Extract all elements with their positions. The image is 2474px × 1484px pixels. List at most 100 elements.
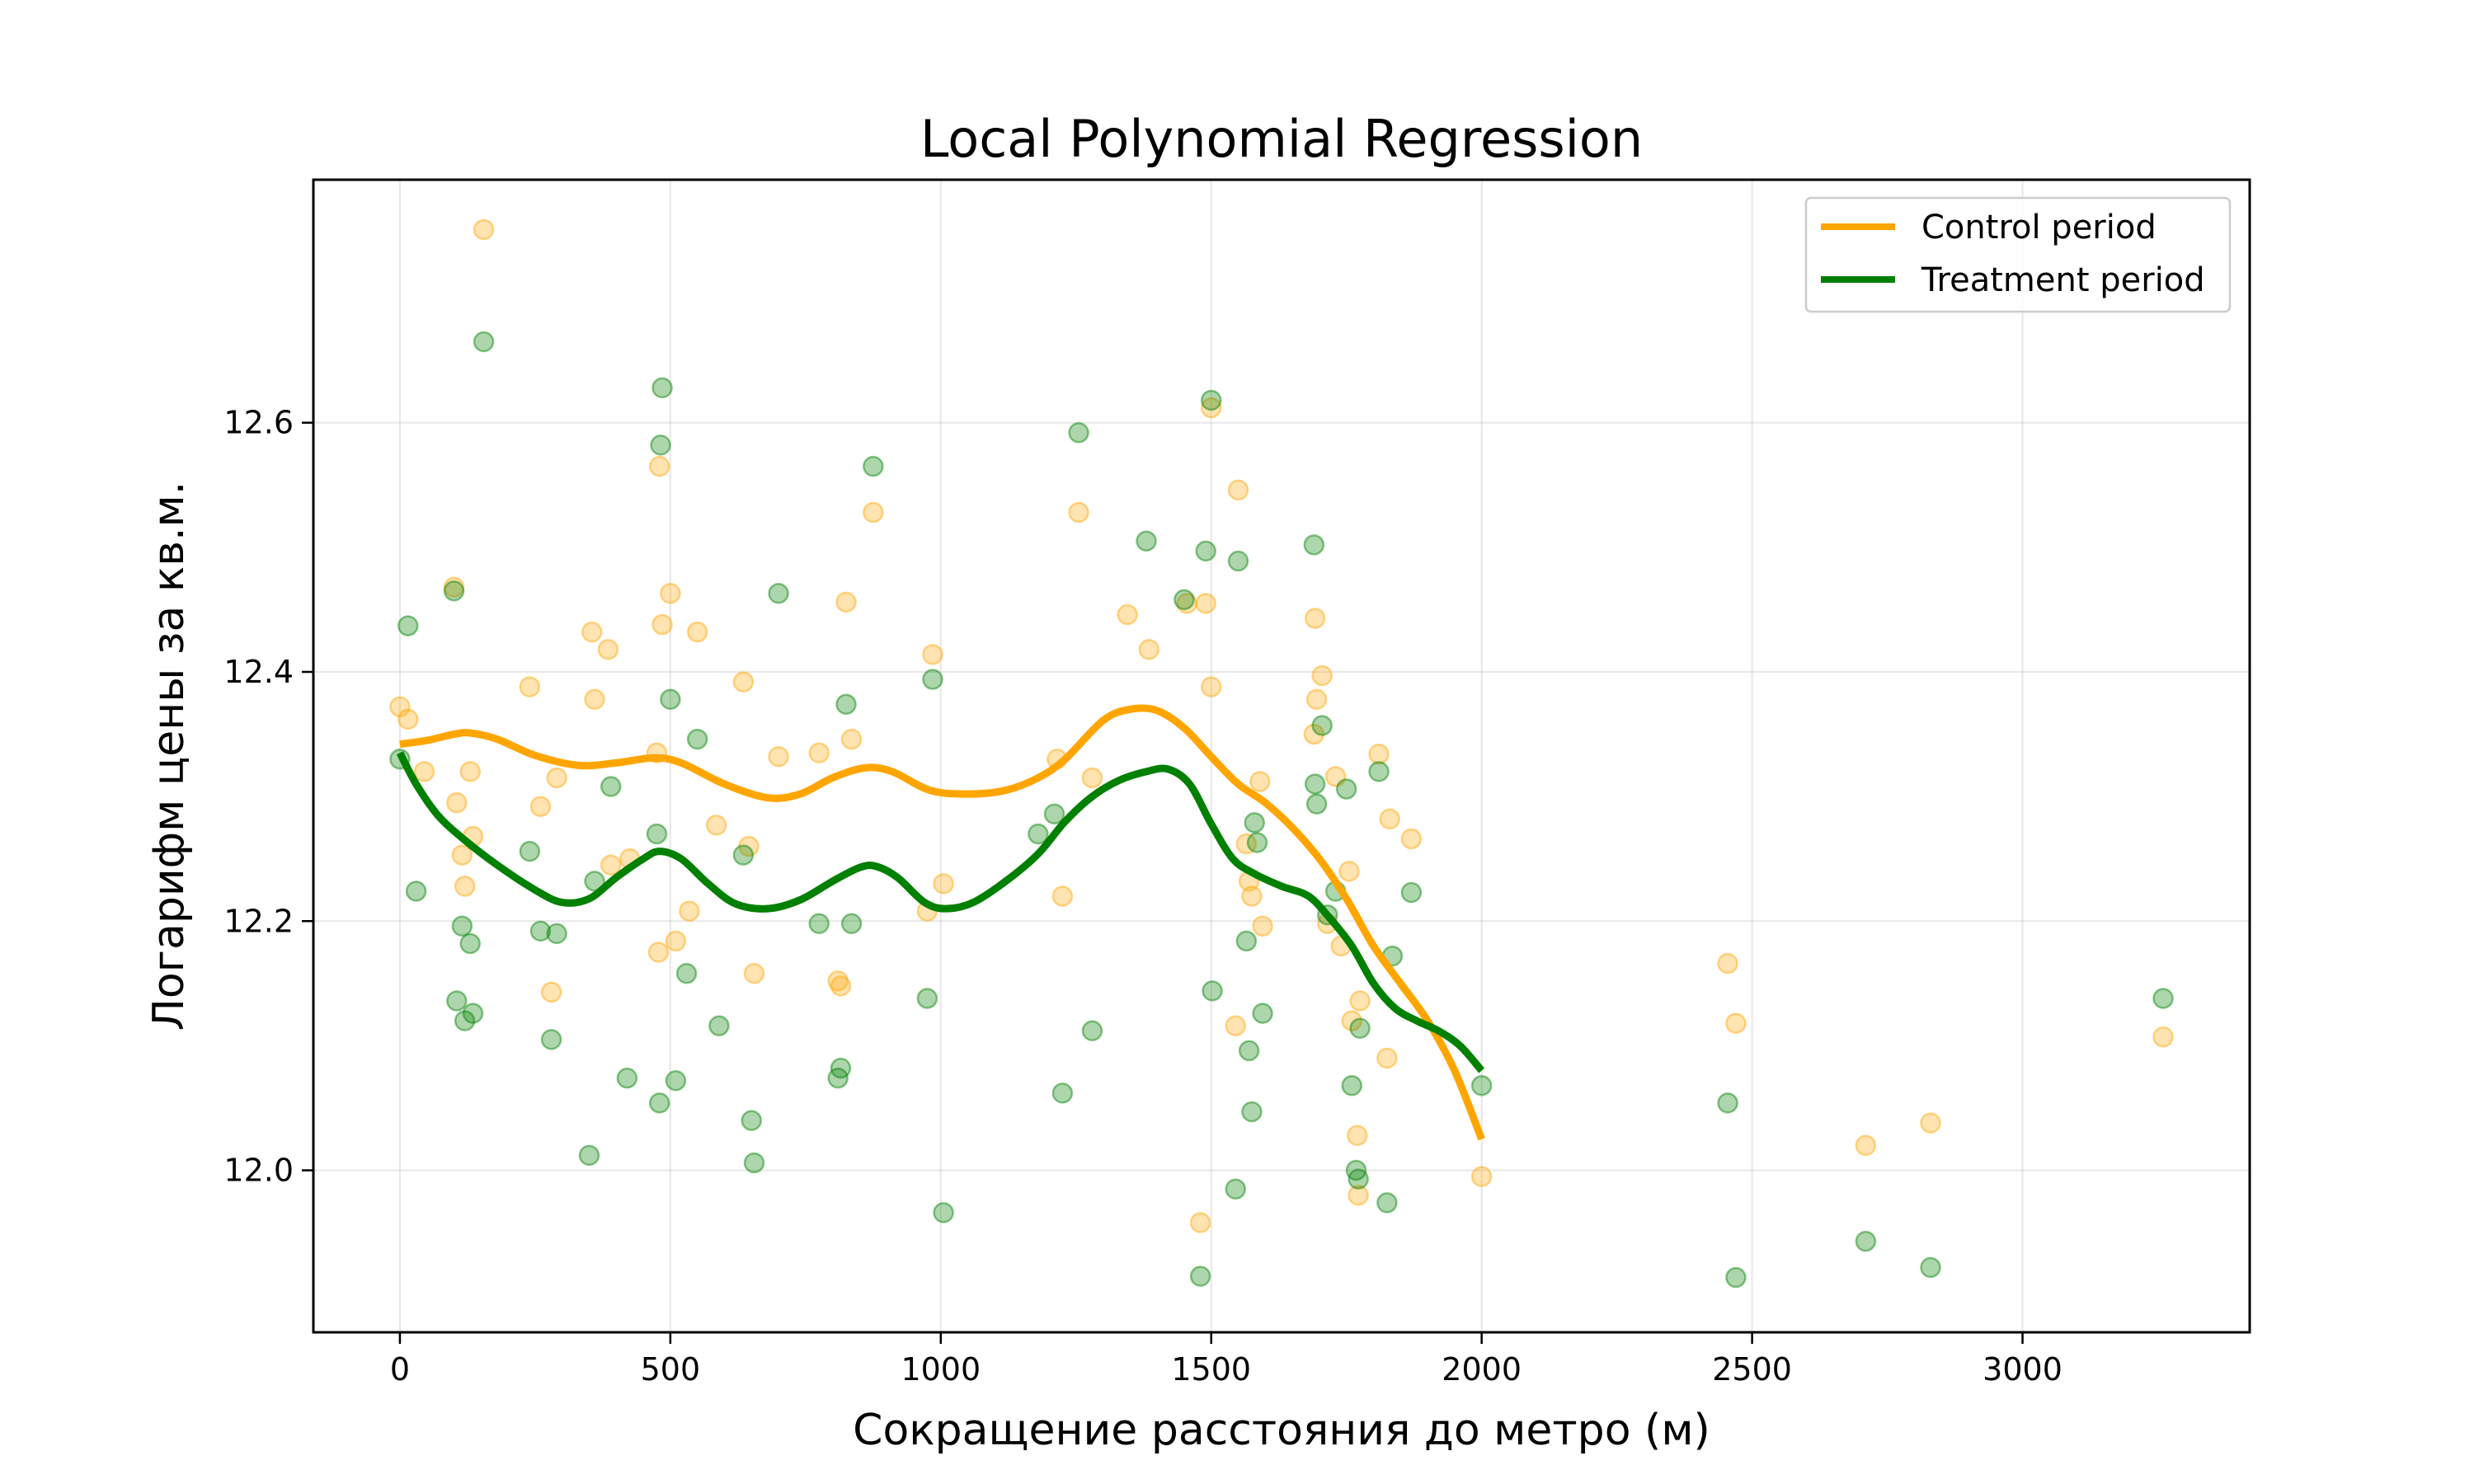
data-point-treatment (1028, 823, 1049, 845)
data-point-treatment (1470, 1075, 1493, 1097)
data-point-control (1376, 1047, 1398, 1069)
data-point-control (1311, 665, 1333, 687)
data-point-treatment (922, 669, 943, 690)
data-point-treatment (1043, 803, 1065, 825)
data-point-treatment (446, 990, 468, 1012)
data-point-treatment (808, 913, 830, 935)
data-point-control (581, 621, 603, 643)
data-point-treatment (675, 962, 698, 984)
data-point-control (1470, 1166, 1493, 1187)
data-point-control (835, 591, 857, 613)
data-point-control (1920, 1112, 1941, 1134)
data-point-control (830, 975, 852, 997)
plot-frame (312, 178, 2251, 1334)
data-point-treatment (1348, 1168, 1369, 1190)
data-point-treatment (616, 1067, 638, 1089)
data-point-control (1117, 603, 1138, 626)
data-point-treatment (708, 1015, 730, 1036)
y-axis-label: Логарифм цены за кв.м. (144, 481, 194, 1031)
data-point-control (1304, 608, 1326, 629)
axis-ticks: 0 500 1000 1500 2000 2500 3000 12.0 12.2 12.4 12.6 (223, 405, 2062, 1388)
data-point-control (1348, 1185, 1369, 1206)
data-point-treatment (830, 1057, 852, 1079)
data-point-control (584, 688, 605, 710)
data-point-control (473, 218, 495, 241)
x-tick-label: 1500 (1171, 1351, 1251, 1388)
y-tick-label: 12.2 (223, 903, 294, 939)
x-axis-label: Сокращение расстояния до метро (м) (853, 1406, 1710, 1455)
data-point-treatment (1225, 1178, 1247, 1200)
regression-curve-control (399, 704, 1485, 1141)
data-point-treatment (459, 932, 481, 955)
data-point-treatment (1244, 812, 1265, 834)
data-point-treatment (540, 1029, 562, 1050)
data-point-treatment (686, 728, 708, 750)
data-point-treatment (397, 615, 419, 636)
data-point-control (529, 796, 552, 817)
data-point-control (768, 746, 789, 768)
data-point-control (600, 854, 622, 876)
data-point-control (1249, 771, 1271, 792)
data-point-treatment (2152, 988, 2174, 1009)
data-point-control (1338, 861, 1360, 882)
legend-label-control: Control period (1921, 209, 2157, 247)
data-point-treatment (546, 923, 567, 945)
data-point-treatment (462, 1003, 484, 1024)
data-point-treatment (1081, 1020, 1103, 1042)
data-point-treatment (863, 455, 884, 477)
data-point-treatment (1235, 930, 1258, 952)
data-point-control (1305, 688, 1328, 710)
data-point-treatment (1345, 1159, 1367, 1181)
data-point-treatment (646, 823, 668, 845)
data-point-control (1051, 885, 1074, 907)
data-point-control (1200, 397, 1222, 419)
legend-label-treatment: Treatment period (1921, 261, 2205, 299)
data-point-control (1368, 743, 1390, 765)
data-point-treatment (650, 434, 671, 456)
data-point-control (1252, 915, 1273, 937)
data-point-control (827, 970, 849, 992)
data-point-treatment (1855, 1230, 1877, 1252)
data-point-control (1176, 593, 1197, 614)
data-point-treatment (827, 1067, 849, 1089)
data-point-treatment (1174, 589, 1195, 611)
data-point-treatment (732, 844, 755, 866)
data-point-control (649, 455, 670, 477)
data-point-control (540, 981, 562, 1003)
data-point-control (732, 671, 755, 693)
data-point-control (1400, 828, 1423, 850)
y-tick-label: 12.6 (223, 405, 294, 441)
y-tick-label: 12.0 (223, 1153, 294, 1189)
data-point-treatment (1400, 881, 1423, 904)
data-point-control (808, 742, 830, 763)
data-point-treatment (443, 580, 465, 602)
data-point-treatment (1303, 534, 1325, 556)
data-point-control (738, 835, 760, 857)
data-point-control (1324, 766, 1347, 787)
data-point-control (1347, 1125, 1368, 1146)
data-point-treatment (1368, 761, 1390, 782)
data-point-control (1341, 1010, 1363, 1031)
data-point-control (665, 930, 687, 952)
data-point-treatment (741, 1110, 763, 1131)
data-point-control (679, 900, 700, 922)
data-point-control (1081, 767, 1103, 789)
data-point-treatment (1341, 1075, 1363, 1097)
data-point-treatment (1376, 1192, 1398, 1214)
data-point-treatment (584, 871, 605, 892)
data-point-treatment (600, 776, 622, 797)
scatter-points (389, 218, 2174, 1289)
data-point-treatment (1202, 980, 1223, 1002)
data-point-control (1379, 808, 1400, 830)
data-point-control (1227, 479, 1249, 501)
data-point-control (443, 576, 465, 598)
legend: Control period Treatment period (1804, 196, 2232, 313)
data-point-control (660, 583, 681, 604)
data-point-control (1225, 1015, 1247, 1036)
data-point-control (1241, 885, 1263, 907)
data-point-control (519, 676, 541, 697)
data-point-control (1717, 952, 1738, 974)
data-point-treatment (1189, 1266, 1211, 1287)
data-point-control (1200, 676, 1222, 697)
